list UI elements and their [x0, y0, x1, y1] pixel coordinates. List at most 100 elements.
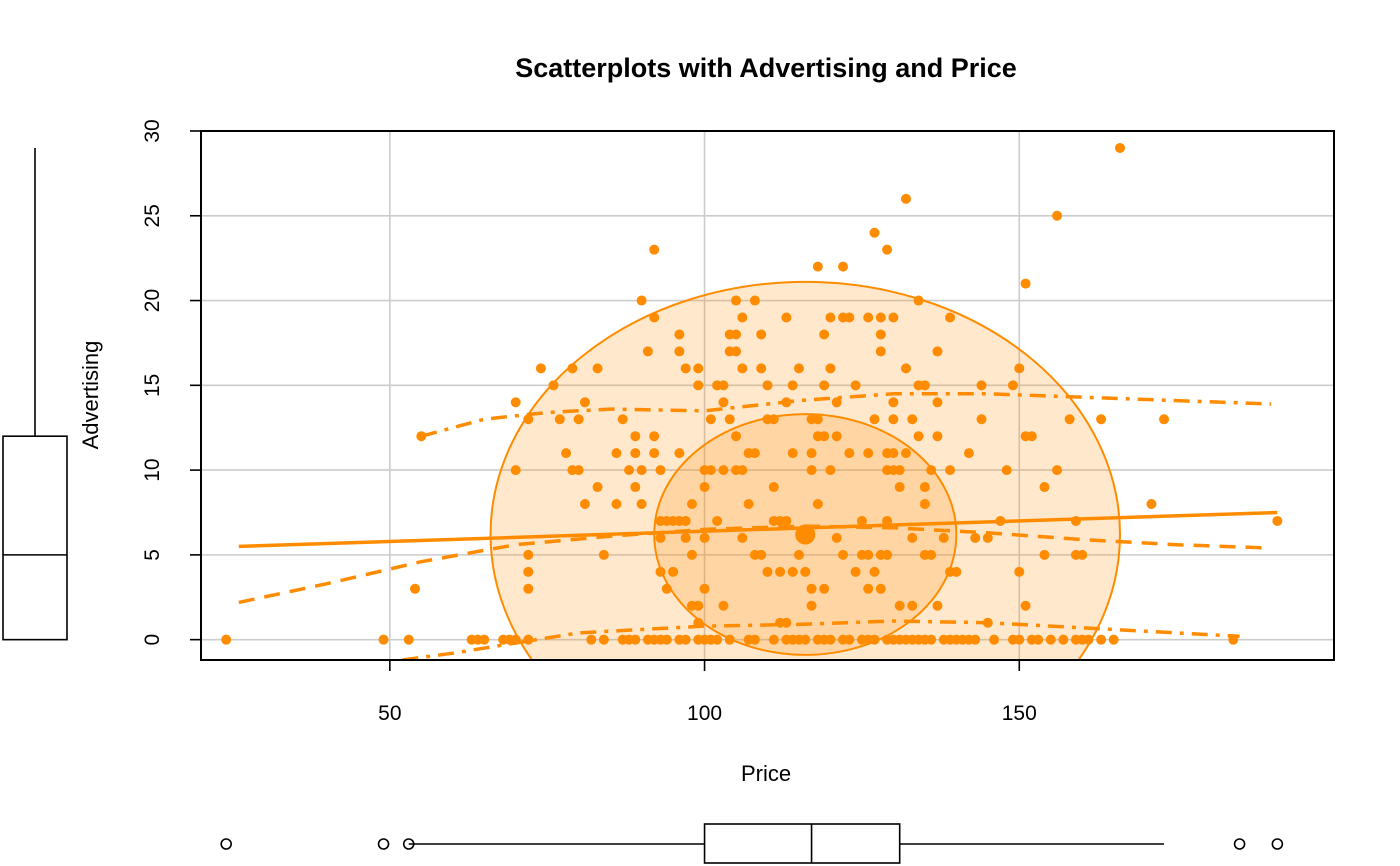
data-point	[636, 499, 647, 510]
data-point	[731, 295, 742, 306]
data-point	[705, 465, 716, 476]
data-point	[598, 634, 609, 645]
data-point	[718, 465, 729, 476]
data-point	[819, 380, 830, 391]
smooth-fit-line	[238, 524, 1272, 605]
data-point	[894, 482, 905, 493]
data-point	[989, 634, 1000, 645]
data-point	[680, 532, 691, 543]
data-point	[806, 465, 817, 476]
data-point	[819, 583, 830, 594]
data-point	[919, 380, 930, 391]
y-axis-label: Advertising	[78, 341, 103, 450]
centroid-marker	[795, 524, 816, 545]
data-point	[523, 566, 534, 577]
data-point	[718, 397, 729, 408]
data-point	[863, 312, 874, 323]
data-point	[624, 465, 635, 476]
data-point	[787, 380, 798, 391]
x-box-outlier	[377, 838, 390, 850]
data-point	[567, 363, 578, 374]
data-point	[737, 465, 748, 476]
data-point	[749, 448, 760, 459]
data-point	[693, 600, 704, 611]
data-point	[573, 465, 584, 476]
data-point	[1033, 634, 1044, 645]
data-point	[863, 549, 874, 560]
data-point	[838, 261, 849, 272]
data-point	[888, 312, 899, 323]
data-point	[1014, 363, 1025, 374]
data-point	[712, 634, 723, 645]
data-point	[674, 346, 685, 357]
data-point	[768, 414, 779, 425]
data-point	[718, 600, 729, 611]
data-point	[731, 346, 742, 357]
data-point	[1026, 431, 1037, 442]
data-point	[579, 397, 590, 408]
data-point	[938, 532, 949, 543]
data-point	[976, 380, 987, 391]
data-point	[1001, 465, 1012, 476]
data-point	[410, 583, 421, 594]
data-point	[1083, 634, 1094, 645]
data-point	[831, 431, 842, 442]
x-box-outlier	[1233, 838, 1246, 850]
data-point	[907, 600, 918, 611]
data-point	[661, 583, 672, 594]
regression-line	[238, 510, 1278, 549]
data-point	[888, 397, 899, 408]
data-point	[1052, 210, 1063, 221]
data-point	[825, 363, 836, 374]
data-point	[869, 634, 880, 645]
data-point	[1007, 380, 1018, 391]
data-point	[970, 634, 981, 645]
data-point	[907, 532, 918, 543]
data-point	[781, 397, 792, 408]
data-point	[479, 634, 490, 645]
data-point	[535, 363, 546, 374]
y-tick-label: 25	[141, 204, 164, 227]
data-point	[907, 414, 918, 425]
data-point	[724, 634, 735, 645]
data-point	[674, 329, 685, 340]
data-point	[686, 549, 697, 560]
data-point	[882, 244, 893, 255]
data-point	[617, 414, 628, 425]
data-point	[1039, 482, 1050, 493]
x-tick-label: 100	[687, 702, 722, 725]
data-point	[869, 414, 880, 425]
data-point	[875, 312, 886, 323]
data-point	[749, 634, 760, 645]
data-point	[844, 448, 855, 459]
data-point	[926, 549, 937, 560]
x-box-outlier	[1271, 838, 1284, 850]
data-point	[1014, 634, 1025, 645]
data-point	[592, 363, 603, 374]
data-point	[919, 499, 930, 510]
y-tick-label: 10	[141, 458, 164, 481]
data-point	[718, 380, 729, 391]
data-point	[1228, 634, 1239, 645]
data-point	[1146, 499, 1157, 510]
data-point	[850, 566, 861, 577]
data-point	[1108, 634, 1119, 645]
fit-lines	[238, 392, 1278, 660]
data-point	[737, 532, 748, 543]
y-axis-ticks: 0 5 10 15 20 25 30	[141, 119, 201, 645]
chart-title: Scatterplots with Advertising and Price	[515, 53, 1017, 83]
data-point	[875, 346, 886, 357]
data-point	[1039, 549, 1050, 560]
data-point	[869, 566, 880, 577]
data-point	[416, 431, 427, 442]
data-point	[649, 244, 660, 255]
data-point	[737, 312, 748, 323]
x-tick-label: 50	[378, 702, 401, 725]
data-point	[932, 431, 943, 442]
data-point	[510, 465, 521, 476]
data-point	[800, 634, 811, 645]
data-point	[806, 600, 817, 611]
data-point	[844, 312, 855, 323]
data-point	[762, 380, 773, 391]
